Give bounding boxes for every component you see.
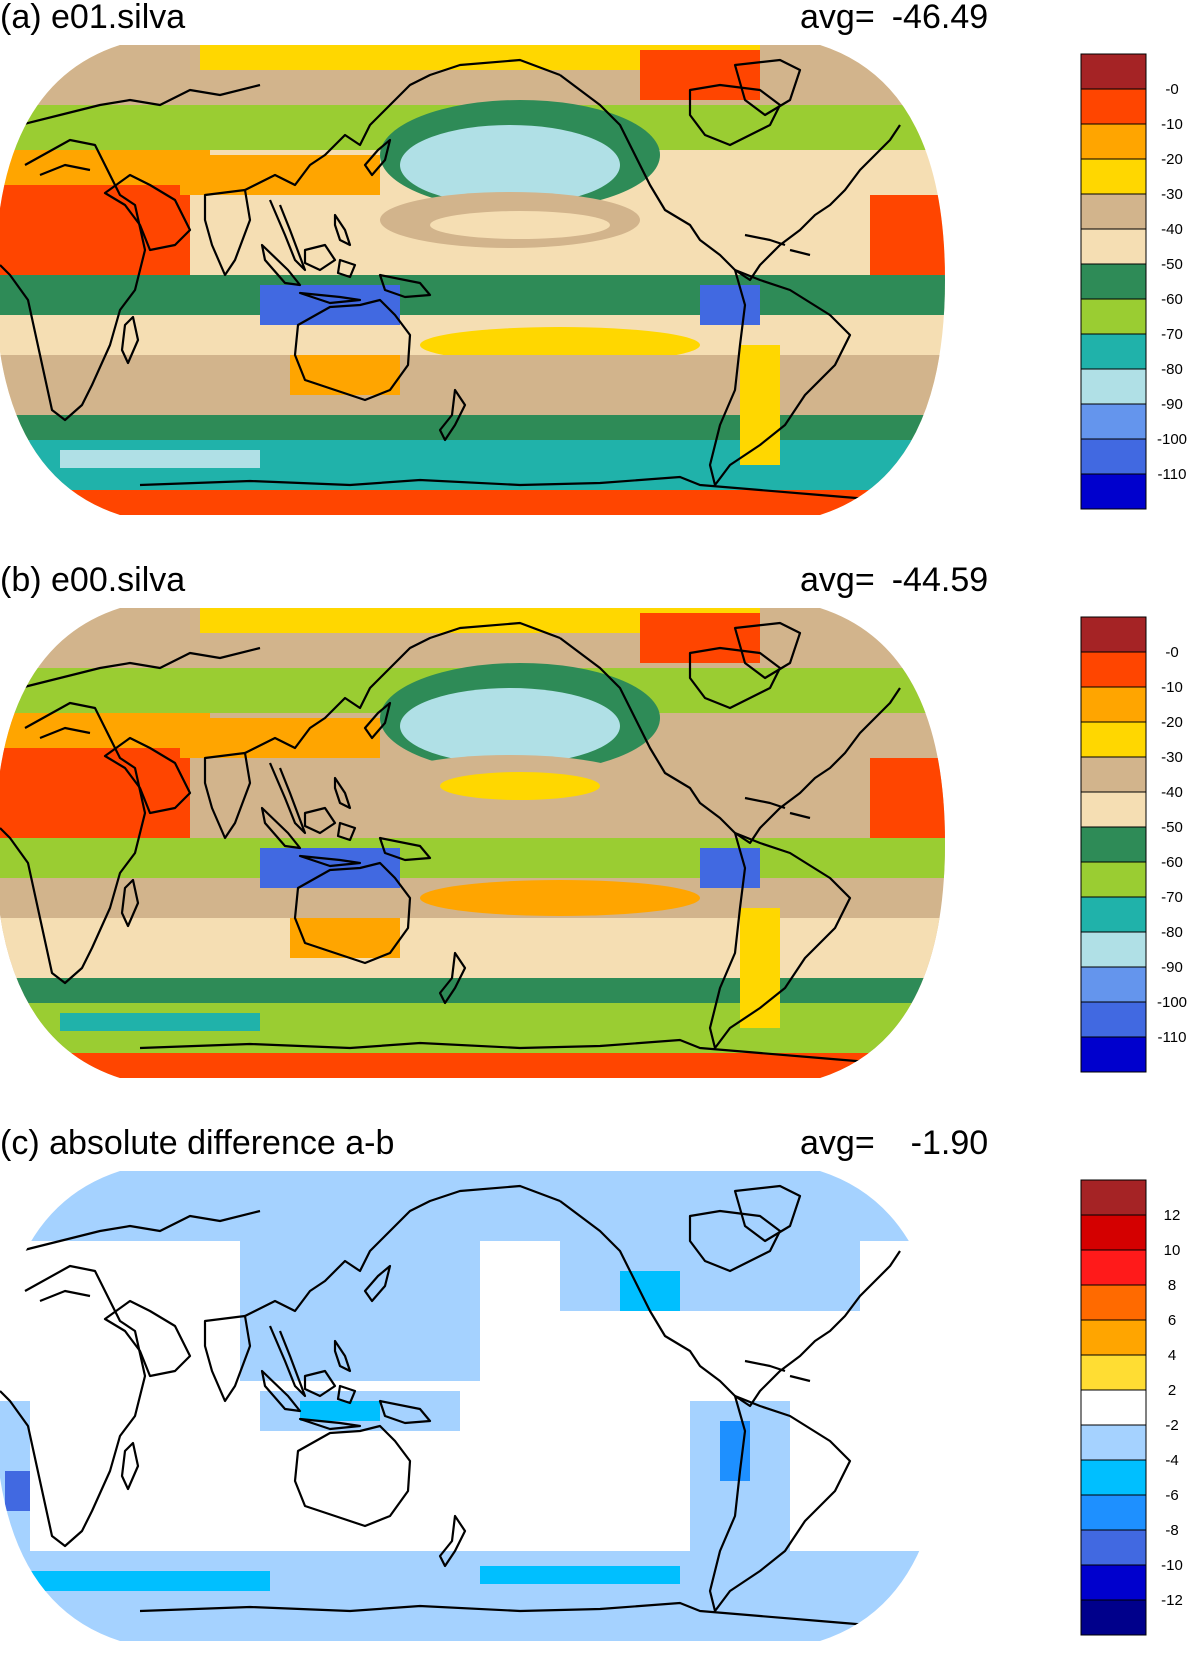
colorbar-swatch bbox=[1080, 1459, 1147, 1496]
colorbar-swatches bbox=[1080, 616, 1147, 1073]
colorbar-tick-label: 10 bbox=[1163, 1242, 1181, 1259]
avg-value: -44.59 bbox=[891, 561, 989, 599]
colorbar-tick-label: -2 bbox=[1165, 1417, 1179, 1434]
colorbar-tick-label: -90 bbox=[1161, 959, 1183, 976]
colorbar-swatch bbox=[1080, 651, 1147, 688]
colorbar-tick-label: -60 bbox=[1161, 291, 1183, 308]
map-panel-c bbox=[0, 1171, 945, 1641]
colorbar-swatch bbox=[1080, 158, 1147, 195]
colorbar-tick-label: -110 bbox=[1157, 466, 1187, 483]
avg-label: avg= bbox=[800, 1124, 875, 1162]
colorbar-tick-label: -70 bbox=[1161, 326, 1183, 343]
colorbar-swatch bbox=[1080, 1599, 1147, 1636]
colorbar-swatch bbox=[1080, 333, 1147, 370]
colorbar-tick-label: -0 bbox=[1165, 644, 1179, 661]
colorbar-tick-label: -4 bbox=[1165, 1452, 1179, 1469]
colorbar-swatch bbox=[1080, 1319, 1147, 1356]
colorbar-tick-label: -90 bbox=[1161, 396, 1183, 413]
colorbar-swatch bbox=[1080, 861, 1147, 898]
colorbar-swatch bbox=[1080, 1354, 1147, 1391]
colorbar-tick-label: -100 bbox=[1156, 994, 1188, 1011]
colorbar-tick-label: 12 bbox=[1163, 1207, 1181, 1224]
colorbar-swatch bbox=[1080, 1494, 1147, 1531]
colorbar-swatch bbox=[1080, 438, 1147, 475]
colorbar-tick-label: -30 bbox=[1161, 186, 1183, 203]
colorbar-tick-label: -50 bbox=[1161, 819, 1183, 836]
colorbar-swatch bbox=[1080, 228, 1147, 265]
colorbar-swatch bbox=[1080, 1179, 1147, 1216]
colorbar-swatch bbox=[1080, 368, 1147, 405]
colorbar-tick-label: -6 bbox=[1165, 1487, 1179, 1504]
avg-label: avg= bbox=[800, 0, 875, 36]
colorbar-tick-label: -80 bbox=[1161, 361, 1183, 378]
colorbar-tick-label: 4 bbox=[1167, 1347, 1177, 1364]
colorbar-tick-label: 2 bbox=[1167, 1382, 1177, 1399]
colorbar-swatch bbox=[1080, 931, 1147, 968]
panel-title: (a) e01.silva bbox=[0, 0, 186, 36]
colorbar-tick-label: -30 bbox=[1161, 749, 1183, 766]
colorbar-swatch bbox=[1080, 1529, 1147, 1566]
colorbar-tick-label: -70 bbox=[1161, 889, 1183, 906]
colorbar-swatch bbox=[1080, 473, 1147, 510]
colorbar-swatch bbox=[1080, 791, 1147, 828]
colorbar-tick-label: 6 bbox=[1167, 1312, 1177, 1329]
colorbar-tick-label: -60 bbox=[1161, 854, 1183, 871]
avg-label: avg= bbox=[800, 561, 875, 599]
colorbar-swatch bbox=[1080, 193, 1147, 230]
avg-value: -46.49 bbox=[891, 0, 989, 36]
colorbar-swatch bbox=[1080, 1001, 1147, 1038]
colorbar-swatches bbox=[1080, 1179, 1147, 1636]
map-panel-b bbox=[0, 608, 945, 1078]
colorbar-tick-label: -20 bbox=[1161, 714, 1183, 731]
colorbar-swatch bbox=[1080, 826, 1147, 863]
panel-title: (c) absolute difference a-b bbox=[0, 1124, 395, 1162]
colorbar-swatches bbox=[1080, 53, 1147, 510]
colorbar-swatch bbox=[1080, 1249, 1147, 1286]
colorbar-swatch bbox=[1080, 966, 1147, 1003]
panel-average: avg= -1.90 bbox=[800, 1126, 988, 1160]
colorbar-swatch bbox=[1080, 1284, 1147, 1321]
colorbar-tick-label: -12 bbox=[1161, 1592, 1183, 1609]
colorbar-tick-label: -10 bbox=[1161, 679, 1183, 696]
panel-title: (b) e00.silva bbox=[0, 561, 186, 599]
colorbar-tick-label: -40 bbox=[1161, 221, 1183, 238]
colorbar-swatch bbox=[1080, 1564, 1147, 1601]
colorbar-swatch bbox=[1080, 686, 1147, 723]
colorbar-swatch bbox=[1080, 298, 1147, 335]
colorbar-swatch bbox=[1080, 123, 1147, 160]
colorbar-swatch bbox=[1080, 1389, 1147, 1426]
colorbar-swatch bbox=[1080, 88, 1147, 125]
colorbar-swatch bbox=[1080, 53, 1147, 90]
colorbar-tick-label: -20 bbox=[1161, 151, 1183, 168]
colorbar-tick-label: -100 bbox=[1156, 431, 1188, 448]
colorbar-swatch bbox=[1080, 1424, 1147, 1461]
colorbar-tick-label: -0 bbox=[1165, 81, 1179, 98]
panel-average: avg= -46.49 bbox=[800, 0, 988, 34]
colorbar-swatch bbox=[1080, 1036, 1147, 1073]
colorbar-tick-label: -50 bbox=[1161, 256, 1183, 273]
colorbar-swatch bbox=[1080, 616, 1147, 653]
colorbar-swatch bbox=[1080, 403, 1147, 440]
colorbar-tick-label: -80 bbox=[1161, 924, 1183, 941]
panel-average: avg= -44.59 bbox=[800, 563, 988, 597]
colorbar-tick-label: -8 bbox=[1165, 1522, 1179, 1539]
colorbar-swatch bbox=[1080, 1214, 1147, 1251]
map-panel-a bbox=[0, 45, 945, 515]
colorbar-swatch bbox=[1080, 721, 1147, 758]
colorbar-swatch bbox=[1080, 756, 1147, 793]
colorbar-tick-label: -10 bbox=[1161, 1557, 1183, 1574]
colorbar-swatch bbox=[1080, 263, 1147, 300]
colorbar-tick-label: -40 bbox=[1161, 784, 1183, 801]
avg-value: -1.90 bbox=[910, 1124, 989, 1162]
colorbar-tick-label: 8 bbox=[1167, 1277, 1177, 1294]
colorbar-tick-label: -110 bbox=[1157, 1029, 1187, 1046]
colorbar-tick-label: -10 bbox=[1161, 116, 1183, 133]
colorbar-swatch bbox=[1080, 896, 1147, 933]
